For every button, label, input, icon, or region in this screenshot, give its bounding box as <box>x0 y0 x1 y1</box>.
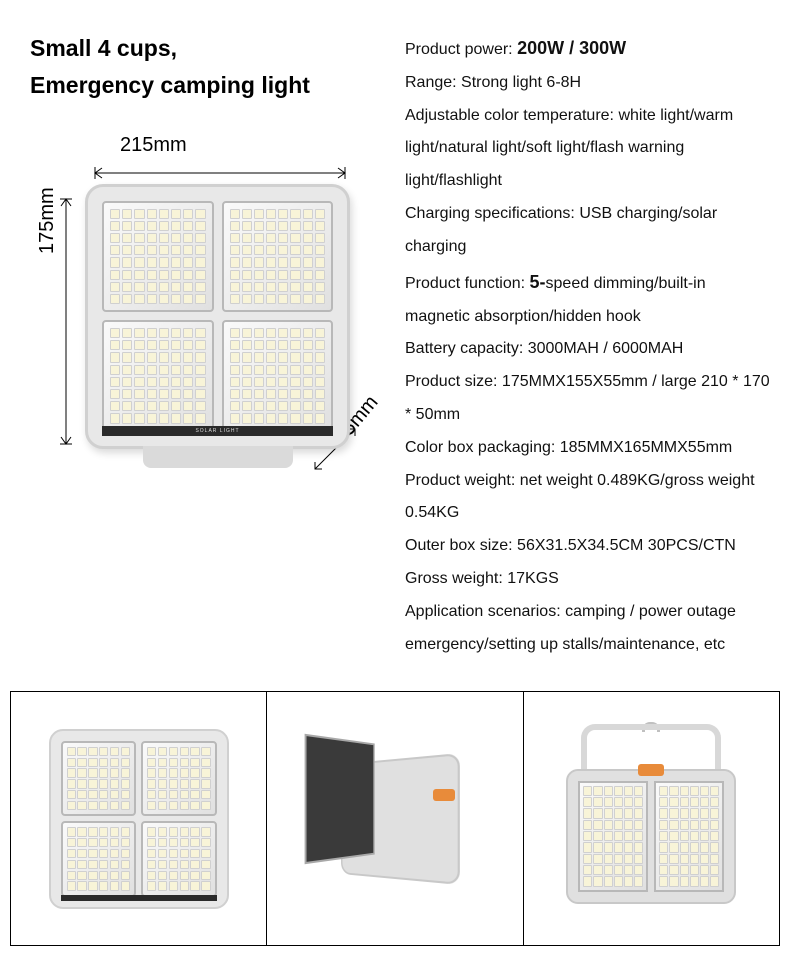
spec-gross: Gross weight: 17KGS <box>405 563 770 596</box>
dimension-width-line <box>90 166 350 178</box>
spec-power: Product power: 200W / 300W <box>405 30 770 67</box>
thumbnail-gallery <box>10 691 780 946</box>
product-main-image: SOLAR LIGHT <box>85 184 350 449</box>
thumb-handle-product <box>551 724 751 914</box>
spec-size: Product size: 175MMX155X55mm / large 210… <box>405 366 770 432</box>
spec-weight: Product weight: net weight 0.489KG/gross… <box>405 465 770 531</box>
dimension-height-line <box>60 194 72 449</box>
spec-application: Application scenarios: camping / power o… <box>405 596 770 662</box>
spec-outer-box: Outer box size: 56X31.5X34.5CM 30PCS/CTN <box>405 530 770 563</box>
title-line-2: Emergency camping light <box>30 72 310 98</box>
spec-charging: Charging specifications: USB charging/so… <box>405 198 770 264</box>
spec-function: Product function: 5-speed dimming/built-… <box>405 264 770 334</box>
solar-label-bar: SOLAR LIGHT <box>102 426 333 436</box>
thumb-front-product <box>49 729 229 909</box>
spec-range: Range: Strong light 6-8H <box>405 67 770 100</box>
led-panel-4 <box>222 320 334 432</box>
thumbnail-handle <box>524 692 779 945</box>
product-figure: 215mm 175mm 55mm SOLAR LIGHT <box>30 134 390 534</box>
dimension-width-label: 215mm <box>120 134 187 157</box>
title-line-1: Small 4 cups, <box>30 35 177 61</box>
spec-color-temp: Adjustable color temperature: white ligh… <box>405 100 770 198</box>
thumbnail-folded <box>267 692 523 945</box>
dimension-height-label: 175mm <box>36 187 59 254</box>
led-panel-3 <box>102 320 214 432</box>
top-section: Small 4 cups, Emergency camping light 21… <box>0 0 790 681</box>
thumbnail-front <box>11 692 267 945</box>
product-stand <box>143 446 293 468</box>
thumb-folded-product <box>300 739 490 899</box>
spec-packaging: Color box packaging: 185MMX165MMX55mm <box>405 432 770 465</box>
left-column: Small 4 cups, Emergency camping light 21… <box>30 30 390 661</box>
spec-list: Product power: 200W / 300W Range: Strong… <box>405 30 770 661</box>
led-panel-1 <box>102 201 214 313</box>
product-title: Small 4 cups, Emergency camping light <box>30 30 390 104</box>
spec-battery: Battery capacity: 3000MAH / 6000MAH <box>405 333 770 366</box>
led-panel-2 <box>222 201 334 313</box>
